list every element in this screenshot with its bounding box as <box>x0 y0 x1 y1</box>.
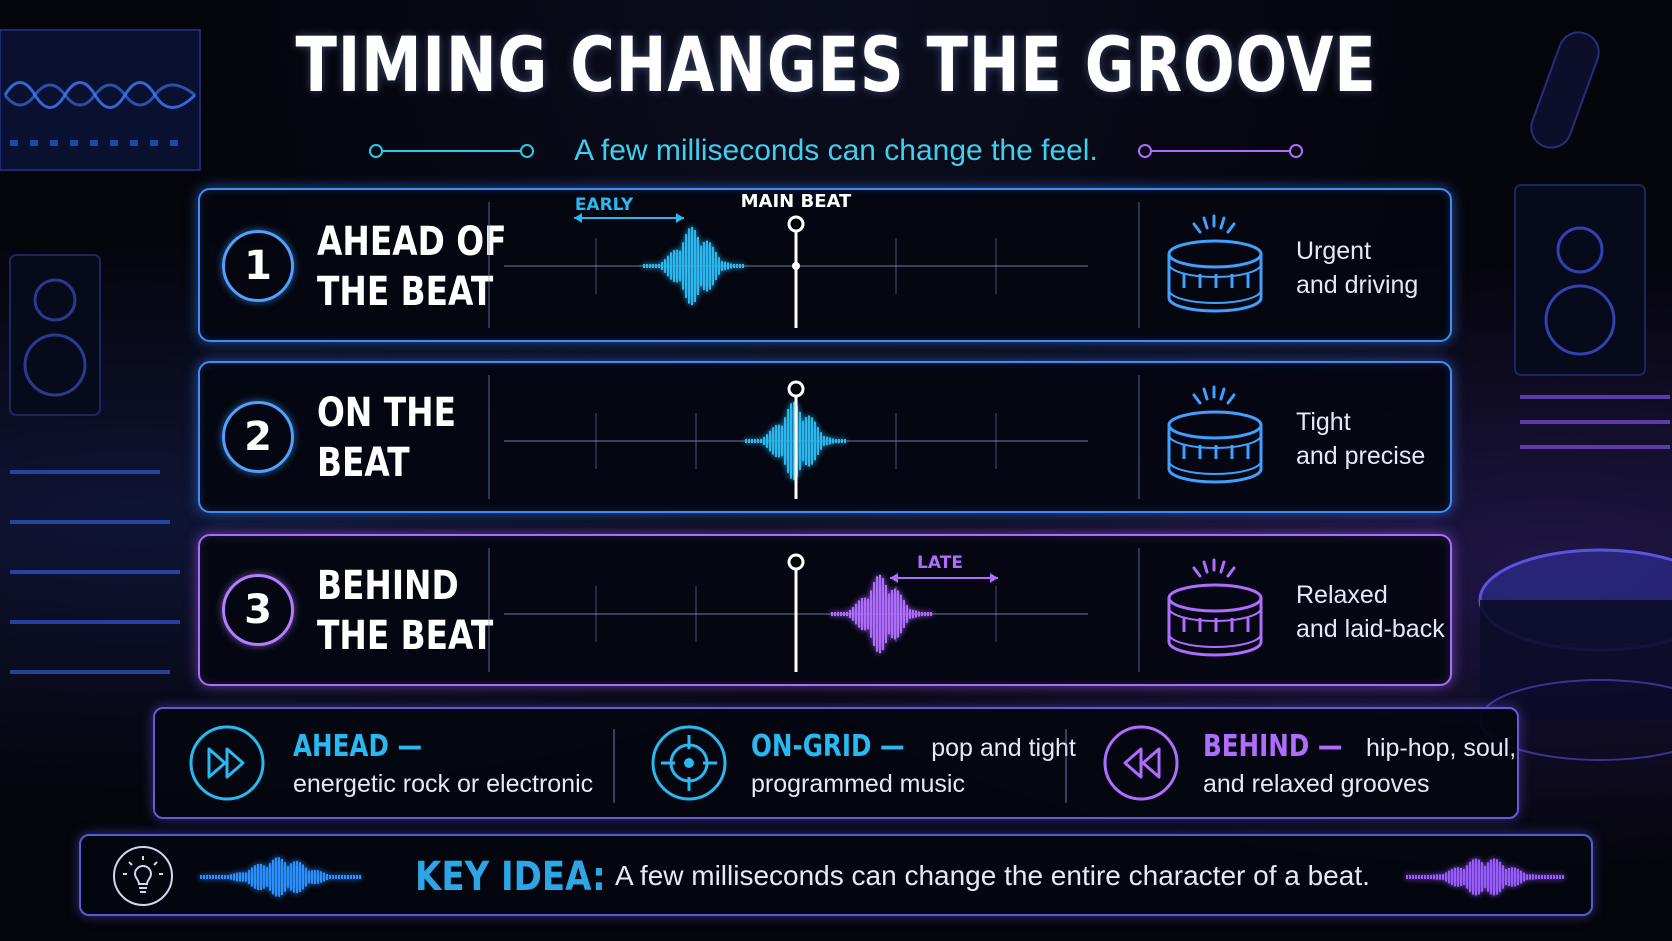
sound-line <box>1226 222 1236 234</box>
row-label: AHEAD OF THE BEAT <box>317 219 507 315</box>
drum-head <box>1167 583 1263 613</box>
main-beat-label: MAIN BEAT <box>741 191 852 212</box>
feel-description: Tight and precise <box>1296 408 1426 470</box>
snare-drum-icon <box>1167 214 1263 313</box>
decorative-waveform <box>1406 858 1564 896</box>
sound-line <box>1192 393 1202 405</box>
timing-waveform <box>504 380 1088 499</box>
legend-ahead: AHEAD — energetic rock or electronic <box>293 729 594 798</box>
drum-shell <box>1167 254 1263 313</box>
row-number: 3 <box>222 574 294 646</box>
snare-drum-icon <box>1167 558 1263 657</box>
lightbulb-icon <box>113 846 173 906</box>
subtitle-row: A few milliseconds can change the feel. <box>0 128 1672 174</box>
feel-description: Relaxed and laid-back <box>1296 581 1445 643</box>
key-idea-bar: KEY IDEA: A few milliseconds can change … <box>79 834 1593 916</box>
fast-forward-icon <box>189 725 265 801</box>
subtitle-line-right <box>1137 144 1303 158</box>
row-number: 1 <box>222 230 294 302</box>
key-idea-text: A few milliseconds can change the entire… <box>615 860 1370 891</box>
main-beat-marker <box>787 215 805 233</box>
crosshair-icon <box>651 725 727 801</box>
sound-line <box>1219 216 1226 230</box>
drum-shell <box>1167 425 1263 484</box>
beat-point <box>792 262 800 270</box>
drum-shell <box>1167 598 1263 657</box>
sound-line <box>1192 222 1202 234</box>
row-label: ON THE BEAT <box>317 390 456 486</box>
sound-line <box>1219 560 1226 574</box>
rewind-icon <box>1103 725 1179 801</box>
sound-line <box>1202 387 1209 401</box>
main-beat-marker <box>787 380 805 398</box>
hit-waveform <box>643 226 744 306</box>
subtitle-line-left <box>369 144 535 158</box>
drum-head <box>1167 410 1263 440</box>
sound-line <box>1202 560 1209 574</box>
early-label: EARLY <box>575 195 634 215</box>
subtitle: A few milliseconds can change the feel. <box>574 134 1098 167</box>
sound-line <box>1219 387 1226 401</box>
row-ahead-of-beat: 1 AHEAD OF THE BEAT MAIN BEAT EARLY Urgent… <box>198 188 1452 342</box>
legend-behind: BEHIND — hip-hop, soul, and relaxed groo… <box>1203 729 1517 798</box>
legend-on-grid: ON-GRID — pop and tight programmed music <box>751 729 1076 798</box>
row-on-beat: 2 ON THE BEAT Tight and precise <box>198 361 1452 513</box>
drum-head <box>1167 239 1263 269</box>
sound-line <box>1202 216 1209 230</box>
snare-drum-icon <box>1167 385 1263 484</box>
sound-line <box>1226 393 1236 405</box>
sound-line <box>1192 566 1202 578</box>
decorative-waveform <box>200 857 361 897</box>
timing-waveform: MAIN BEAT EARLY <box>504 191 1088 328</box>
late-label: LATE <box>917 553 963 573</box>
row-label: BEHIND THE BEAT <box>317 563 494 659</box>
key-idea-label: KEY IDEA: <box>415 854 606 900</box>
feel-description: Urgent and driving <box>1296 237 1419 299</box>
style-legend: AHEAD — energetic rock or electronic ON-… <box>153 707 1519 819</box>
page-title: TIMING CHANGES THE GROOVE <box>295 20 1377 109</box>
row-behind-beat: 3 BEHIND THE BEAT LATE Relaxed and laid-ba… <box>198 534 1452 686</box>
key-waveform-left <box>200 857 361 897</box>
key-waveform-right <box>1406 858 1564 896</box>
sound-line <box>1226 566 1236 578</box>
row-number: 2 <box>222 401 294 473</box>
main-beat-marker <box>787 553 805 571</box>
hit-waveform <box>831 574 932 654</box>
timing-waveform: LATE <box>504 553 1088 672</box>
